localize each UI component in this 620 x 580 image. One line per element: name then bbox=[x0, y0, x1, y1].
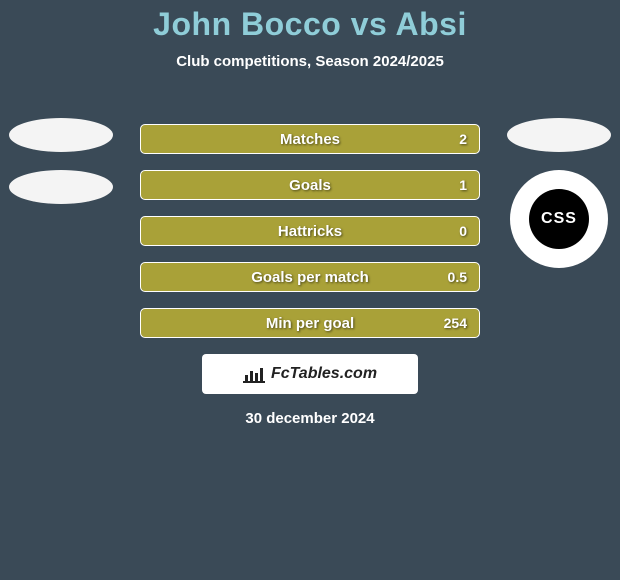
stat-right-value: 0.5 bbox=[448, 269, 467, 285]
stat-bar: Min per goal 254 bbox=[140, 308, 480, 338]
stat-bars: Matches 2 Goals 1 Hattricks 0 Goals per match 0… bbox=[140, 124, 480, 338]
page-title: John Bocco vs Absi bbox=[0, 0, 620, 43]
stat-right-value: 254 bbox=[444, 315, 467, 331]
stat-bar: Goals 1 bbox=[140, 170, 480, 200]
watermark-text: FcTables.com bbox=[271, 365, 377, 383]
stat-right-value: 1 bbox=[459, 177, 467, 193]
stat-label: Goals bbox=[289, 177, 331, 194]
left-player-column bbox=[6, 118, 116, 204]
stat-bar: Goals per match 0.5 bbox=[140, 262, 480, 292]
stat-label: Hattricks bbox=[278, 223, 342, 240]
stat-right-value: 2 bbox=[459, 131, 467, 147]
stat-label: Goals per match bbox=[251, 269, 369, 286]
comparison-infographic: John Bocco vs Absi Club competitions, Se… bbox=[0, 0, 620, 580]
left-ellipse-0 bbox=[9, 118, 113, 152]
stat-label: Matches bbox=[280, 131, 340, 148]
stat-right-value: 0 bbox=[459, 223, 467, 239]
right-ellipse-0 bbox=[507, 118, 611, 152]
date-text: 30 december 2024 bbox=[0, 410, 620, 427]
watermark: FcTables.com bbox=[202, 354, 418, 394]
right-player-column: CSS bbox=[504, 118, 614, 268]
left-ellipse-1 bbox=[9, 170, 113, 204]
club-badge: CSS bbox=[510, 170, 608, 268]
stat-label: Min per goal bbox=[266, 315, 354, 332]
subtitle: Club competitions, Season 2024/2025 bbox=[0, 53, 620, 70]
stat-bar: Matches 2 bbox=[140, 124, 480, 154]
bar-chart-icon bbox=[243, 365, 265, 383]
stat-bar: Hattricks 0 bbox=[140, 216, 480, 246]
badge-inner-text: CSS bbox=[541, 210, 577, 228]
badge-inner: CSS bbox=[529, 189, 589, 249]
